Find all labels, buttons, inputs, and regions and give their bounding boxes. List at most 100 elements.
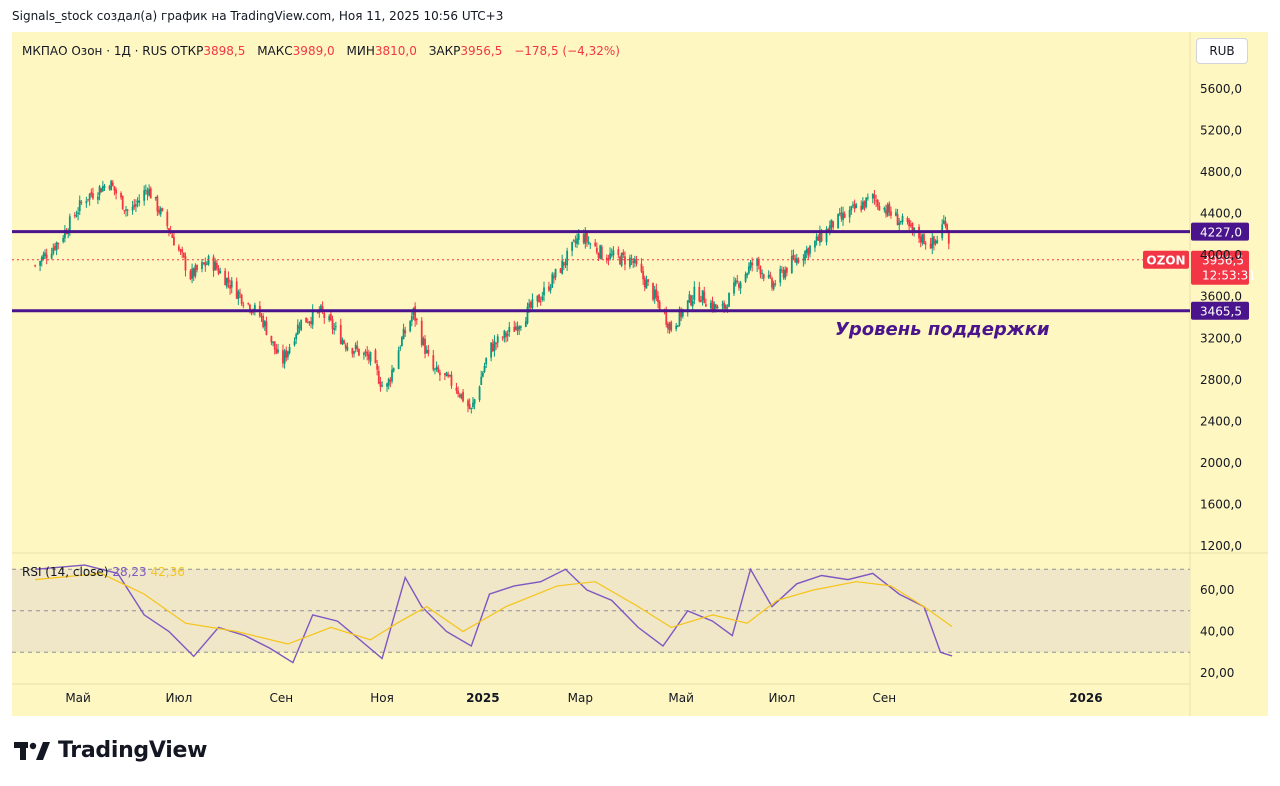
candle-body	[711, 301, 714, 310]
candle-body	[239, 292, 241, 294]
currency-button[interactable]: RUB	[1196, 38, 1248, 64]
candle-body	[726, 306, 729, 309]
candle-body	[235, 281, 238, 299]
candle-body	[293, 341, 296, 346]
candle-body	[747, 266, 750, 274]
candle-body	[62, 237, 65, 242]
price-tick-label: 5200,0	[1200, 124, 1242, 138]
candle-body	[202, 262, 205, 264]
candle-body	[191, 268, 193, 279]
candle-body	[746, 273, 749, 276]
candle-body	[705, 304, 707, 307]
candle-body	[652, 283, 654, 300]
candle-body	[149, 188, 152, 199]
candle-body	[767, 275, 770, 278]
candle-body	[206, 263, 208, 265]
candle-body	[865, 197, 868, 207]
candle-body	[138, 200, 141, 203]
axes-layer: 1200,0 1600,0 2000,0 2400,0 2800,0 3200,0 3600…	[65, 82, 1242, 705]
candle-body	[541, 296, 544, 300]
rsi-name: RSI (14, close)	[22, 565, 109, 579]
candle-body	[630, 258, 633, 260]
candle-body	[728, 292, 730, 307]
candle-body	[214, 261, 217, 271]
candle-body	[647, 279, 649, 283]
candle-body	[524, 321, 527, 327]
candle-body	[809, 245, 811, 254]
candle-body	[156, 196, 159, 212]
candle-body	[92, 193, 94, 199]
candle-body	[57, 243, 60, 245]
candle-body	[931, 237, 934, 249]
candle-body	[425, 349, 428, 353]
rsi-tick-label: 20,00	[1200, 666, 1234, 680]
candle-body	[354, 344, 357, 350]
candle-body	[617, 249, 620, 256]
candle-body	[548, 286, 550, 291]
candle-body	[584, 232, 587, 244]
candle-body	[688, 294, 691, 302]
candle-body	[217, 268, 220, 274]
candle-body	[681, 309, 684, 317]
candle-body	[434, 368, 436, 370]
candle-body	[505, 332, 507, 338]
candle-body	[733, 282, 735, 294]
candle-body	[529, 301, 532, 308]
candle-body	[253, 304, 256, 311]
candle-body	[888, 203, 891, 213]
candle-body	[698, 286, 701, 302]
candle-body	[227, 277, 230, 283]
candle-body	[543, 287, 545, 296]
candle-body	[842, 212, 844, 220]
tradingview-logo[interactable]: TradingView	[14, 738, 207, 763]
candle-body	[528, 303, 531, 308]
candle-body	[513, 326, 516, 332]
level-price-label: 4227,0	[1200, 226, 1242, 240]
candle-body	[784, 269, 787, 279]
candle-body	[709, 302, 712, 309]
candle-body	[863, 200, 866, 208]
candle-body	[44, 252, 46, 257]
candle-body	[594, 242, 597, 247]
candle-body	[247, 303, 250, 305]
candle-body	[830, 219, 833, 228]
candle-body	[146, 190, 149, 195]
rsi-ma-value: 42,36	[150, 565, 185, 579]
candle-body	[144, 189, 147, 191]
candle-body	[161, 208, 164, 211]
candle-body	[249, 304, 251, 312]
candle-body	[283, 351, 286, 364]
candle-body	[678, 308, 681, 326]
candle-body	[515, 326, 517, 331]
candle-body	[113, 186, 116, 191]
candle-body	[67, 232, 70, 235]
time-tick-label: Мар	[568, 691, 593, 705]
candle-body	[331, 319, 334, 330]
rsi-legend: RSI (14, close) 28,23 42,36	[22, 565, 185, 579]
candle-body	[942, 220, 945, 224]
candle-body	[100, 188, 103, 193]
candle-body	[204, 262, 207, 267]
candle-body	[539, 301, 542, 303]
candle-body	[177, 246, 180, 251]
candle-body	[680, 309, 683, 318]
candle-body	[837, 213, 839, 229]
candle-body	[944, 221, 947, 227]
chart-attribution: Signals_stock создал(а) график на Tradin…	[12, 9, 504, 23]
candle-body	[374, 350, 377, 364]
candle-body	[906, 218, 909, 222]
candle-body	[929, 243, 932, 249]
candle-body	[366, 351, 369, 356]
candle-body	[341, 339, 344, 345]
candle-body	[263, 321, 266, 327]
candle-body	[536, 295, 539, 302]
candle-body	[668, 323, 671, 331]
candle-body	[386, 383, 388, 387]
candle-body	[797, 259, 800, 263]
candle-body	[54, 245, 56, 250]
candle-body	[182, 252, 185, 258]
candle-body	[600, 246, 603, 260]
candle-body	[873, 194, 876, 199]
candle-body	[620, 253, 623, 266]
